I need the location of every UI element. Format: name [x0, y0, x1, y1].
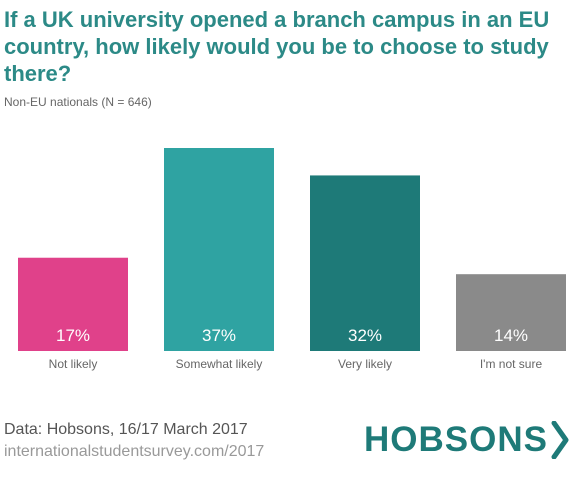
chevron-right-icon	[551, 421, 569, 459]
data-label: 17%	[56, 326, 90, 345]
category-label: I'm not sure	[480, 357, 543, 371]
bar-not-likely	[18, 257, 128, 351]
category-label: Very likely	[338, 357, 392, 371]
data-label: 14%	[494, 326, 528, 345]
bar-somewhat-likely	[164, 148, 274, 351]
hobsons-logo: HOBSONS	[364, 420, 570, 460]
data-label: 32%	[348, 326, 382, 345]
chart-title: If a UK university opened a branch campu…	[4, 7, 550, 86]
category-label: Not likely	[49, 357, 98, 371]
data-label: 37%	[202, 326, 236, 345]
bar-chart: 17% Not likely 37% Somewhat likely 32% Very l…	[18, 148, 566, 371]
category-label: Somewhat likely	[176, 357, 263, 371]
chart-subtitle: Non-EU nationals (N = 646)	[4, 95, 152, 109]
bar-very-likely	[310, 175, 420, 351]
bar-i-m-not-sure	[456, 274, 566, 351]
logo-text: HOBSONS	[364, 420, 548, 459]
data-source: Data: Hobsons, 16/17 March 2017	[4, 421, 248, 438]
source-url: internationalstudentsurvey.com/2017	[4, 443, 265, 460]
